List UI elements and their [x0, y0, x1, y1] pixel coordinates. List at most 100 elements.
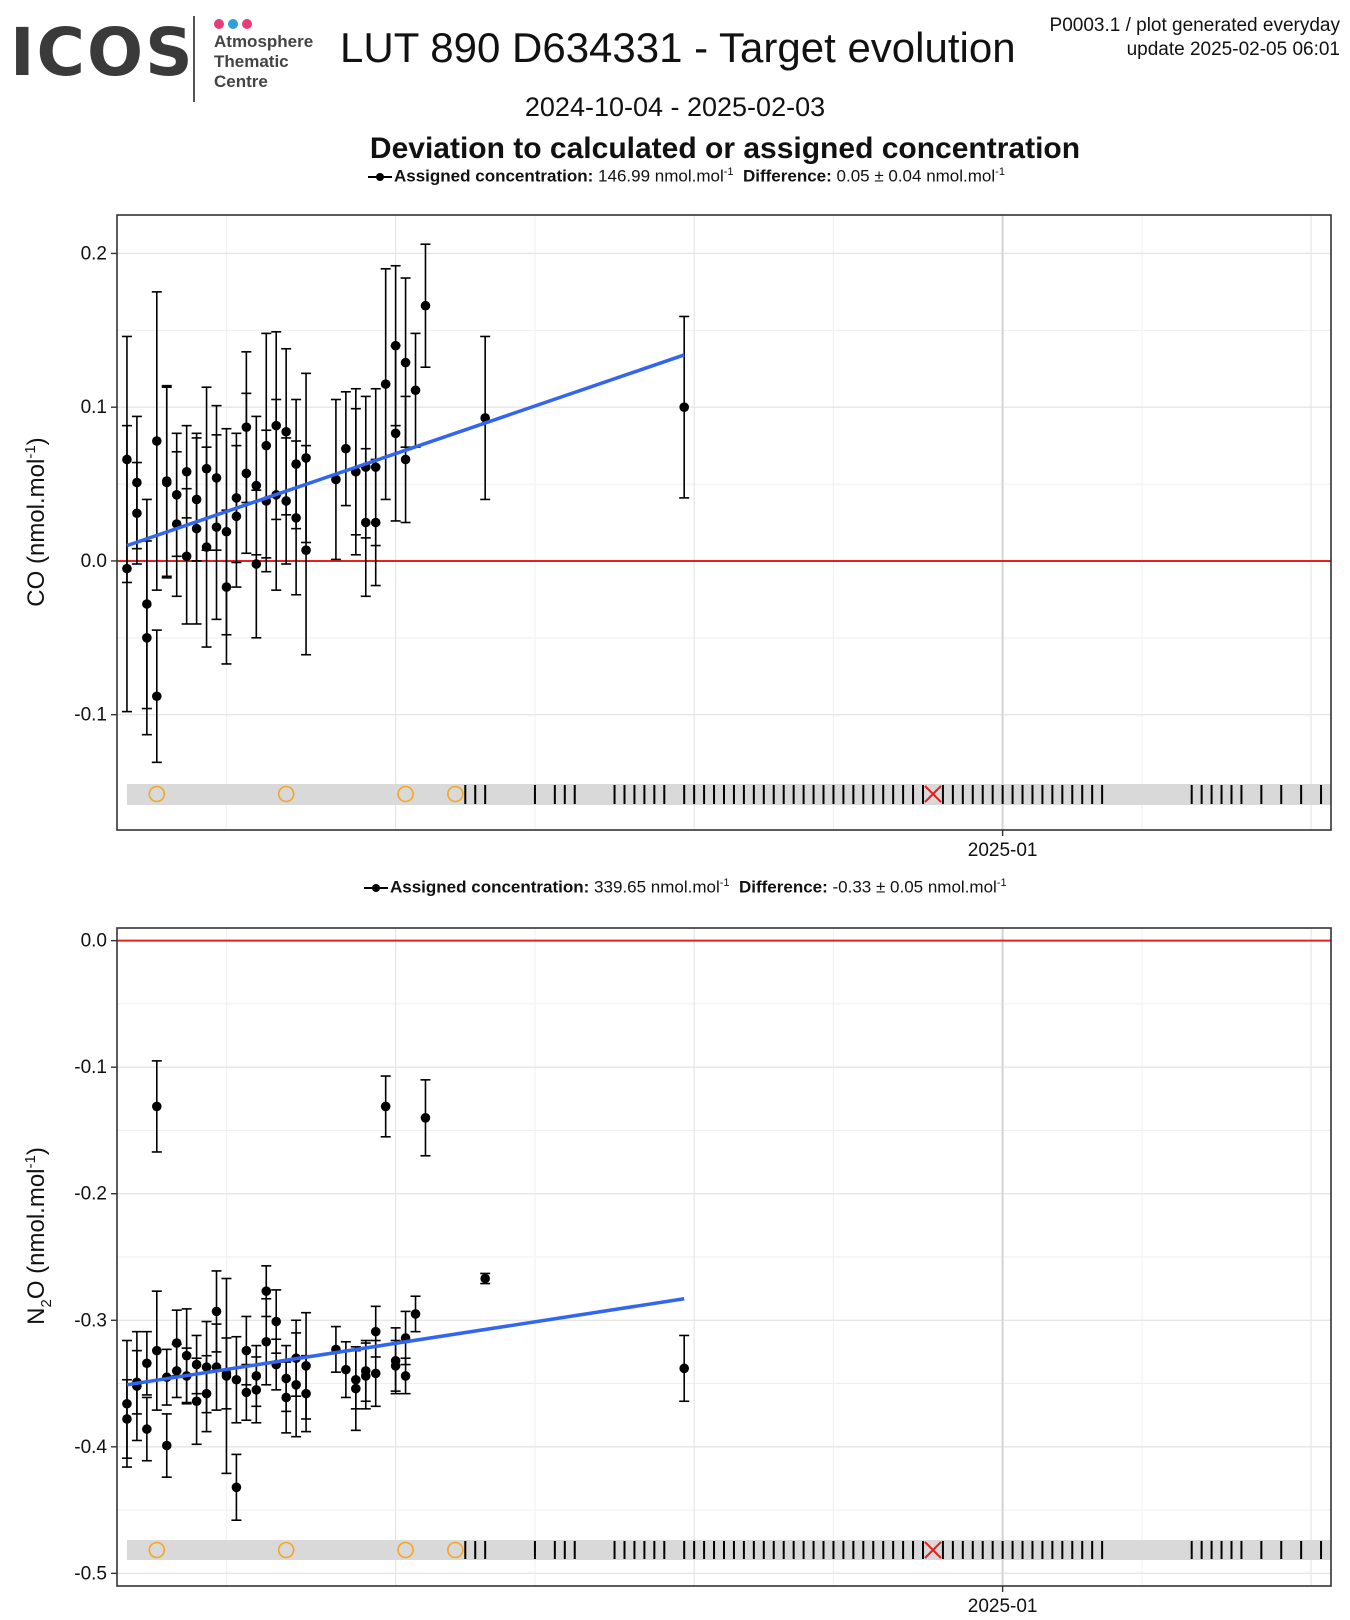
data-point — [191, 1334, 202, 1395]
point-marker — [152, 1345, 162, 1356]
y-tick-label: -0.2 — [74, 1184, 107, 1205]
point-marker — [400, 357, 411, 368]
data-point — [201, 1354, 212, 1433]
point-marker — [420, 1113, 431, 1123]
n2o-legend: Assigned concentration: 339.65 nmol.mol-… — [364, 877, 1007, 898]
point-marker — [191, 1359, 202, 1370]
point-marker — [301, 1361, 311, 1371]
point-marker — [191, 523, 202, 534]
plot-meta: P0003.1 / plot generated everyday update… — [1050, 14, 1340, 62]
legend-point-key — [368, 171, 392, 183]
point-marker — [221, 1371, 232, 1381]
point-marker — [191, 1396, 202, 1407]
trend-line — [126, 353, 685, 548]
data-point — [291, 1332, 302, 1438]
point-marker — [301, 453, 311, 463]
data-point — [151, 1060, 162, 1153]
difference-label: Difference: — [742, 166, 832, 186]
open-circle-marker — [447, 785, 464, 803]
data-point — [141, 540, 152, 736]
logo-dot — [214, 19, 224, 29]
assigned-label: Assigned concentration: — [390, 877, 590, 897]
point-marker — [410, 1309, 421, 1319]
point-marker — [341, 1364, 351, 1375]
point-marker — [261, 1286, 272, 1296]
n2o-panel: -0.5 -0.4 -0.3 -0.2 -0.1 0.0 2025-01 — [74, 927, 1332, 1617]
data-point — [141, 1396, 152, 1462]
point-marker — [380, 1101, 391, 1112]
point-marker — [271, 420, 282, 431]
logo-dot — [228, 19, 238, 29]
point-marker — [679, 1363, 689, 1374]
point-marker — [341, 443, 351, 454]
point-marker — [400, 1371, 411, 1381]
point-marker — [211, 473, 222, 483]
panel-border — [116, 214, 1332, 831]
difference-value: -0.33 ± 0.05 nmol.mol — [832, 877, 997, 897]
point-marker — [291, 1380, 301, 1390]
data-point — [201, 446, 212, 648]
unit-sup: -1 — [995, 166, 1005, 178]
point-marker — [152, 1101, 162, 1112]
data-point — [131, 461, 142, 565]
point-marker — [152, 691, 162, 702]
point-marker — [241, 1387, 252, 1398]
point-marker — [480, 1273, 490, 1284]
point-marker — [261, 1336, 272, 1347]
point-marker — [291, 513, 301, 523]
x-tick-label: 2025-01 — [968, 1596, 1038, 1617]
point-marker — [201, 1388, 212, 1399]
point-marker — [142, 1358, 152, 1369]
data-point — [679, 1334, 690, 1403]
data-point — [241, 1315, 252, 1386]
point-marker — [122, 563, 132, 574]
point-marker — [171, 490, 182, 500]
y-tick-label: 0.1 — [81, 397, 107, 418]
point-marker — [241, 1345, 252, 1356]
data-point — [281, 347, 292, 516]
point-marker — [122, 1414, 132, 1424]
data-point — [380, 1075, 391, 1138]
point-marker — [261, 440, 272, 451]
data-point — [151, 629, 162, 764]
data-point — [360, 395, 371, 539]
point-marker — [251, 559, 262, 569]
data-point — [261, 332, 272, 559]
data-point — [480, 1272, 491, 1285]
data-point — [360, 1339, 371, 1403]
point-marker — [152, 436, 162, 446]
open-circle-marker — [148, 1541, 166, 1559]
data-point — [141, 1330, 152, 1396]
data-coverage-band — [126, 1540, 1332, 1560]
point-marker — [420, 300, 431, 311]
point-marker — [410, 385, 421, 396]
data-point — [390, 344, 401, 522]
data-point — [261, 1265, 272, 1318]
flag-cross-marker — [924, 785, 942, 803]
point-marker — [171, 1338, 182, 1348]
logo-subtitle: Atmosphere Thematic Centre — [214, 32, 314, 91]
data-point — [301, 372, 312, 544]
data-point — [330, 1325, 341, 1373]
plot-id-line: P0003.1 / plot generated everyday — [1049, 15, 1340, 36]
data-point — [241, 351, 252, 504]
flag-cross-marker — [924, 1541, 942, 1559]
unit-sup: -1 — [723, 166, 734, 178]
data-point — [191, 432, 202, 625]
point-marker — [400, 454, 411, 465]
date-range: 2024-10-04 - 2025-02-03 — [524, 92, 826, 122]
data-point — [221, 427, 232, 636]
y-tick-label: -0.5 — [74, 1563, 107, 1584]
point-marker — [380, 379, 391, 389]
data-point — [679, 315, 690, 499]
icos-logo: ICOS Atmosphere Thematic Centre — [10, 14, 320, 104]
data-point — [410, 332, 421, 448]
data-point — [350, 1346, 361, 1432]
point-marker — [360, 1366, 371, 1376]
point-marker — [181, 551, 192, 562]
data-point — [370, 458, 381, 587]
point-marker — [201, 542, 212, 552]
point-marker — [271, 1316, 282, 1327]
point-marker — [370, 1326, 381, 1337]
